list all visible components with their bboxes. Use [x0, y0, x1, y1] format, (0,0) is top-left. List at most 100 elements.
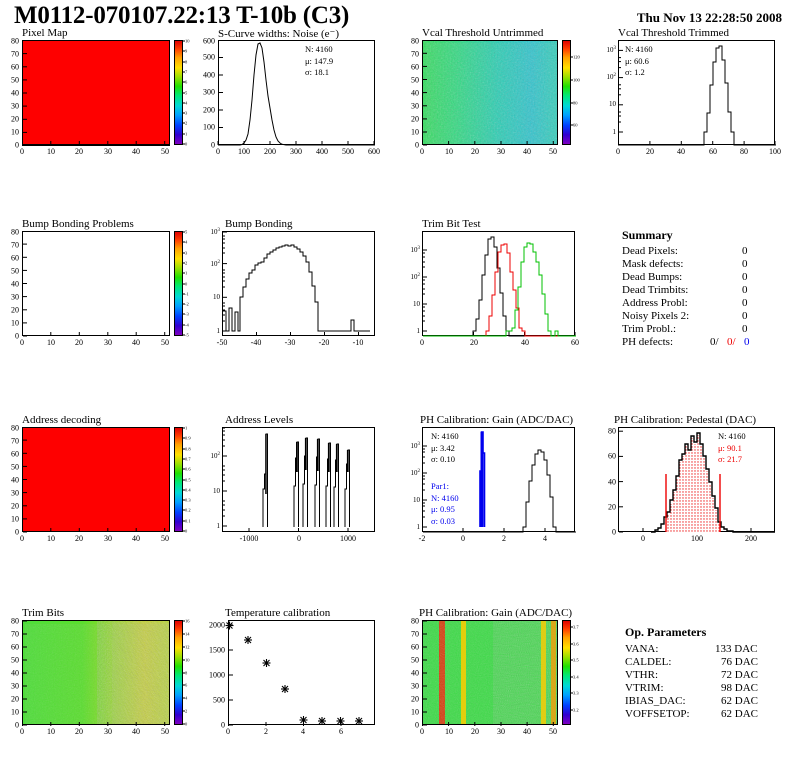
xtick: 10 — [445, 147, 453, 156]
ytick: 20 — [11, 501, 19, 511]
xtick: 60 — [709, 147, 717, 156]
xtick: 100 — [769, 147, 781, 156]
ytick: 60 — [11, 449, 19, 459]
ytick: 80 — [411, 36, 419, 46]
xtick: 20 — [75, 534, 83, 543]
ytick: 30 — [11, 292, 19, 302]
xtick: 0 — [20, 338, 24, 347]
ytick: 50 — [411, 75, 419, 85]
ytick: 80 — [411, 616, 419, 626]
xtick: 40 — [677, 147, 685, 156]
xtick: 20 — [75, 338, 83, 347]
plot-address-decoding[interactable] — [22, 427, 170, 532]
row-label: Mask defects: — [622, 258, 684, 270]
stats-ph-gain-par1: Par1: N: 4160 μ: 0.95 σ: 0.03 — [431, 481, 459, 527]
xtick: 0 — [20, 534, 24, 543]
ytick: 1 — [612, 128, 617, 136]
ytick: 2000 — [209, 620, 225, 630]
xtick: 50 — [161, 147, 169, 156]
plot-vcal-trimmed[interactable] — [618, 40, 775, 145]
plot-scurve-noise[interactable] — [218, 40, 375, 145]
xtick: 0 — [20, 727, 24, 736]
ytick: 40 — [411, 88, 419, 98]
stat-sigma: σ: 1.2 — [625, 67, 645, 77]
panel-title-vcal-untrimmed: Vcal Threshold Untrimmed — [422, 27, 544, 39]
stat-par1-sigma: σ: 0.03 — [431, 515, 455, 526]
ytick: 300 — [203, 87, 215, 97]
ytick: 40 — [11, 88, 19, 98]
stat-mu: μ: 60.6 — [625, 55, 649, 66]
stat-n: N: 4160 — [718, 431, 746, 441]
plot-vcal-untrimmed[interactable] — [422, 40, 558, 145]
axes-trim-bits — [22, 620, 166, 726]
xtick: 50 — [161, 338, 169, 347]
stat-mu: μ: 147.9 — [305, 55, 334, 66]
ytick: 60 — [11, 62, 19, 72]
xtick: 50 — [161, 534, 169, 543]
row-label: VOFFSETOP: — [625, 708, 690, 720]
report-timestamp: Thu Nov 13 22:28:50 2008 — [636, 10, 782, 25]
row-value: 133 DAC — [715, 643, 758, 655]
ytick: 10 — [11, 707, 19, 717]
xtick: 20 — [646, 147, 654, 156]
ytick: 0 — [415, 720, 419, 730]
xtick: -50 — [216, 338, 228, 347]
row-value: 0 — [742, 297, 748, 309]
xtick: 1000 — [340, 534, 356, 543]
row-value: 0 — [742, 258, 748, 270]
xtick: -40 — [250, 338, 262, 347]
stat-mu: μ: 3.42 — [431, 442, 455, 453]
xtick: 20 — [471, 147, 479, 156]
ytick: 102 — [410, 272, 421, 282]
xtick: 40 — [132, 338, 140, 347]
plot-bump-problems[interactable] — [22, 231, 170, 336]
ytick: 0 — [15, 331, 19, 341]
ytick: 80 — [11, 227, 19, 237]
plot-temperature[interactable] — [228, 620, 375, 725]
ytick: 102 — [410, 468, 421, 478]
xtick: 30 — [104, 338, 112, 347]
plot-ph-gain-map[interactable] — [422, 620, 558, 725]
xtick: 600 — [368, 147, 380, 156]
row-label: Dead Pixels: — [622, 245, 678, 257]
row-value: 0 — [742, 323, 748, 335]
stats-scurve-noise: N: 4160 μ: 147.9 σ: 18.1 — [305, 44, 333, 79]
ytick: 60 — [11, 253, 19, 263]
xtick: 20 — [75, 727, 83, 736]
panel-title-ph-gain-hist: PH Calibration: Gain (ADC/DAC) — [420, 414, 574, 426]
xtick: 30 — [104, 147, 112, 156]
ytick: 30 — [11, 681, 19, 691]
xtick: -1000 — [239, 534, 259, 543]
xtick: 30 — [497, 727, 505, 736]
row-label: Dead Trimbits: — [622, 284, 689, 296]
row-label: Address Probl: — [622, 297, 688, 309]
xtick: 60 — [571, 338, 579, 347]
row-label: Dead Bumps: — [622, 271, 683, 283]
stats-ph-pedestal: N: 4160 μ: 90.1 σ: 21.7 — [718, 431, 746, 466]
panel-title-address-levels: Address Levels — [225, 414, 294, 426]
ph-defect-value-2: 0/ — [727, 336, 736, 348]
axes-address-levels — [223, 427, 350, 532]
xtick: 0 — [420, 727, 424, 736]
ytick: 0 — [15, 720, 19, 730]
ytick: 600 — [203, 36, 215, 46]
ytick: 70 — [11, 240, 19, 250]
xtick: 40 — [521, 338, 529, 347]
ytick: 0 — [612, 527, 616, 537]
plot-pixel-map[interactable] — [22, 40, 170, 145]
plot-trim-bits[interactable] — [22, 620, 170, 725]
xtick: 80 — [740, 147, 748, 156]
ytick: 0 — [415, 140, 419, 150]
stat-par1-mu: μ: 0.95 — [431, 504, 455, 514]
ytick: 1 — [216, 327, 221, 335]
ytick: 20 — [11, 305, 19, 315]
xtick: 10 — [47, 534, 55, 543]
xtick: 4 — [543, 534, 547, 543]
ytick: 40 — [11, 279, 19, 289]
axes-vcal-untrimmed — [422, 40, 554, 146]
xtick: 2 — [502, 534, 506, 543]
stat-n: N: 4160 — [625, 44, 653, 54]
xtick: 500 — [342, 147, 354, 156]
panel-title-vcal-trimmed: Vcal Threshold Trimmed — [618, 27, 730, 39]
stat-par1-label: Par1: — [431, 481, 449, 491]
